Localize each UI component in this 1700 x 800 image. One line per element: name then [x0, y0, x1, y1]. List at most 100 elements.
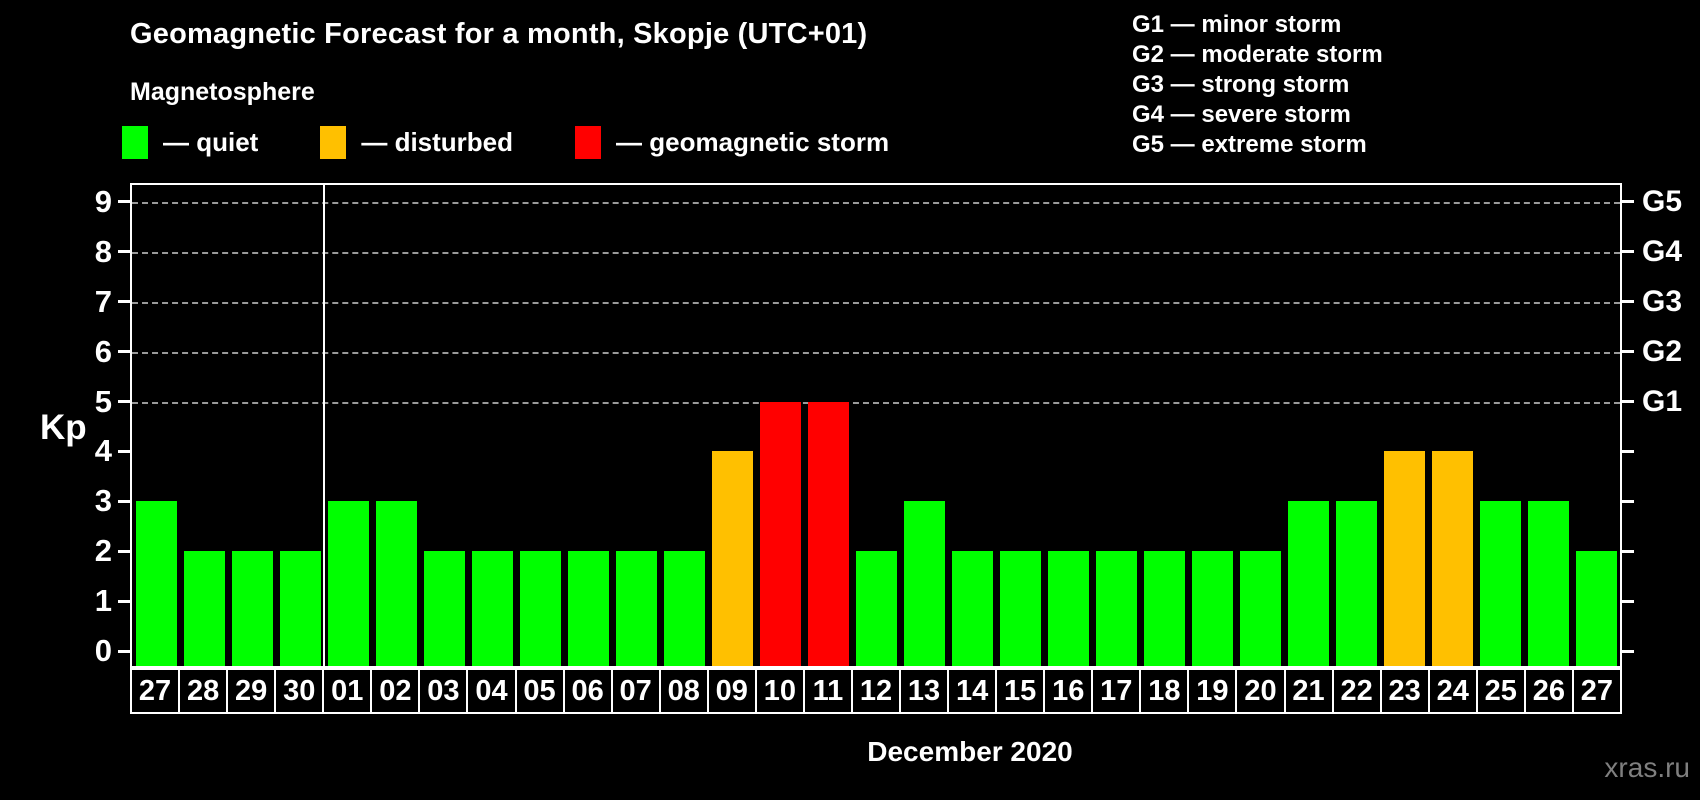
day-label-dec-25: 25	[1475, 668, 1526, 714]
kp-bar-day-06	[567, 551, 609, 666]
day-label-nov-30: 30	[274, 668, 325, 714]
gridline-kp5	[132, 401, 1620, 404]
gridline-kp9	[132, 201, 1620, 204]
g-legend-line-5: G5 — extreme storm	[1132, 131, 1367, 158]
day-label-nov-27: 27	[130, 668, 181, 714]
gridline-kp8	[132, 251, 1620, 254]
plot-area	[130, 183, 1622, 668]
g-tick-8	[1622, 250, 1634, 254]
kp-bar-day-23	[1383, 451, 1425, 666]
legend-item-quiet: — quiet	[122, 126, 258, 159]
kp-tick-3	[118, 499, 130, 503]
g-axis-label-G5: G5	[1642, 184, 1683, 218]
kp-bar-day-09	[711, 451, 753, 666]
day-label-dec-06: 06	[562, 668, 613, 714]
gridline-kp7	[132, 301, 1620, 304]
kp-bar-day-22	[1335, 501, 1377, 666]
kp-tick-label-9: 9	[94, 183, 112, 219]
day-label-nov-28: 28	[178, 668, 229, 714]
kp-bar-day-25	[1479, 501, 1521, 666]
x-axis-title: December 2020	[867, 736, 1073, 767]
kp-tick-label-5: 5	[94, 383, 112, 419]
day-label-dec-22: 22	[1331, 668, 1382, 714]
kp-bar-day-27	[135, 501, 177, 666]
kp-bar-day-12	[855, 551, 897, 666]
day-label-dec-24: 24	[1427, 668, 1478, 714]
watermark: xras.ru	[1604, 752, 1690, 783]
kp-tick-1	[118, 599, 130, 603]
month-boundary-line	[323, 185, 325, 666]
kp-bar-day-15	[999, 551, 1041, 666]
g-axis-label-G2: G2	[1642, 334, 1683, 368]
g-tick-7	[1622, 300, 1634, 304]
legend-swatch-disturbed	[320, 126, 347, 159]
day-label-dec-15: 15	[995, 668, 1046, 714]
day-label-dec-13: 13	[899, 668, 950, 714]
legend-label-storm: — geomagnetic storm	[616, 127, 890, 157]
day-label-dec-11: 11	[802, 668, 853, 714]
kp-bar-day-20	[1239, 551, 1281, 666]
day-label-dec-09: 09	[706, 668, 757, 714]
magnetosphere-subtitle: Magnetosphere	[130, 78, 315, 106]
day-label-dec-14: 14	[947, 668, 998, 714]
kp-bar-day-27	[1575, 551, 1617, 666]
day-label-dec-23: 23	[1379, 668, 1430, 714]
g-tick-3	[1622, 499, 1634, 503]
legend-item-storm: — geomagnetic storm	[575, 126, 889, 159]
g-axis-label-G4: G4	[1642, 234, 1683, 268]
kp-bar-day-29	[231, 551, 273, 666]
kp-tick-label-3: 3	[94, 483, 112, 519]
g-axis-label-G1: G1	[1642, 384, 1683, 418]
kp-tick-4	[118, 449, 130, 453]
kp-tick-5	[118, 400, 130, 403]
day-label-dec-17: 17	[1091, 668, 1142, 714]
g-tick-9	[1622, 200, 1634, 204]
legend-swatch-quiet	[122, 126, 148, 159]
kp-bar-day-19	[1191, 551, 1233, 666]
kp-bar-day-05	[519, 551, 561, 666]
gridline-kp6	[132, 351, 1620, 354]
day-label-dec-01: 01	[322, 668, 373, 714]
kp-axis-title: Kp	[40, 408, 87, 447]
kp-bar-day-28	[183, 551, 225, 666]
kp-tick-label-4: 4	[94, 433, 112, 469]
kp-bar-day-17	[1095, 551, 1137, 666]
day-label-dec-03: 03	[418, 668, 469, 714]
kp-tick-7	[118, 300, 130, 304]
kp-tick-8	[118, 250, 130, 254]
day-label-dec-16: 16	[1043, 668, 1094, 714]
kp-bar-day-16	[1047, 551, 1089, 666]
kp-tick-0	[118, 649, 130, 653]
kp-bar-day-26	[1527, 501, 1569, 666]
kp-bar-day-04	[471, 551, 513, 666]
g-tick-6	[1622, 350, 1634, 354]
g-tick-2	[1622, 549, 1634, 553]
kp-tick-label-0: 0	[94, 633, 112, 668]
g-legend-line-4: G4 — severe storm	[1132, 101, 1351, 128]
legend-item-disturbed: — disturbed	[320, 126, 513, 159]
day-label-dec-02: 02	[370, 668, 421, 714]
g-axis-label-G3: G3	[1642, 284, 1683, 318]
g-tick-0	[1622, 649, 1634, 653]
day-label-dec-19: 19	[1187, 668, 1238, 714]
kp-bar-day-30	[279, 551, 321, 666]
day-label-nov-29: 29	[226, 668, 277, 714]
kp-bar-day-11	[807, 401, 849, 666]
kp-tick-2	[118, 549, 130, 553]
kp-bar-day-21	[1287, 501, 1329, 666]
g-legend-line-1: G1 — minor storm	[1132, 11, 1342, 38]
kp-tick-label-2: 2	[94, 533, 112, 569]
kp-bar-day-01	[327, 501, 369, 666]
kp-bar-day-03	[423, 551, 465, 666]
legend-label-disturbed: — disturbed	[361, 127, 514, 157]
kp-tick-6	[118, 350, 130, 354]
g-tick-1	[1622, 599, 1634, 603]
g-legend-line-2: G2 — moderate storm	[1132, 41, 1383, 68]
day-label-dec-08: 08	[658, 668, 709, 714]
kp-tick-label-7: 7	[94, 283, 112, 319]
kp-tick-label-8: 8	[94, 233, 112, 269]
day-label-dec-20: 20	[1235, 668, 1286, 714]
g-scale-legend: G1 — minor storm G2 — moderate storm G3 — …	[1132, 10, 1383, 160]
kp-bar-day-14	[951, 551, 993, 666]
